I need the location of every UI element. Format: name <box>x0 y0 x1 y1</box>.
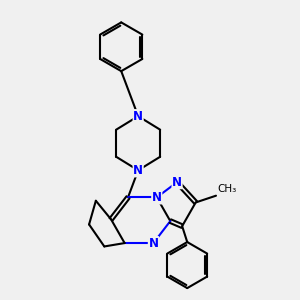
Text: N: N <box>152 191 162 204</box>
Text: N: N <box>172 176 182 189</box>
Text: N: N <box>133 110 143 123</box>
Text: N: N <box>148 237 158 250</box>
Text: N: N <box>133 164 143 177</box>
Text: CH₃: CH₃ <box>218 184 237 194</box>
